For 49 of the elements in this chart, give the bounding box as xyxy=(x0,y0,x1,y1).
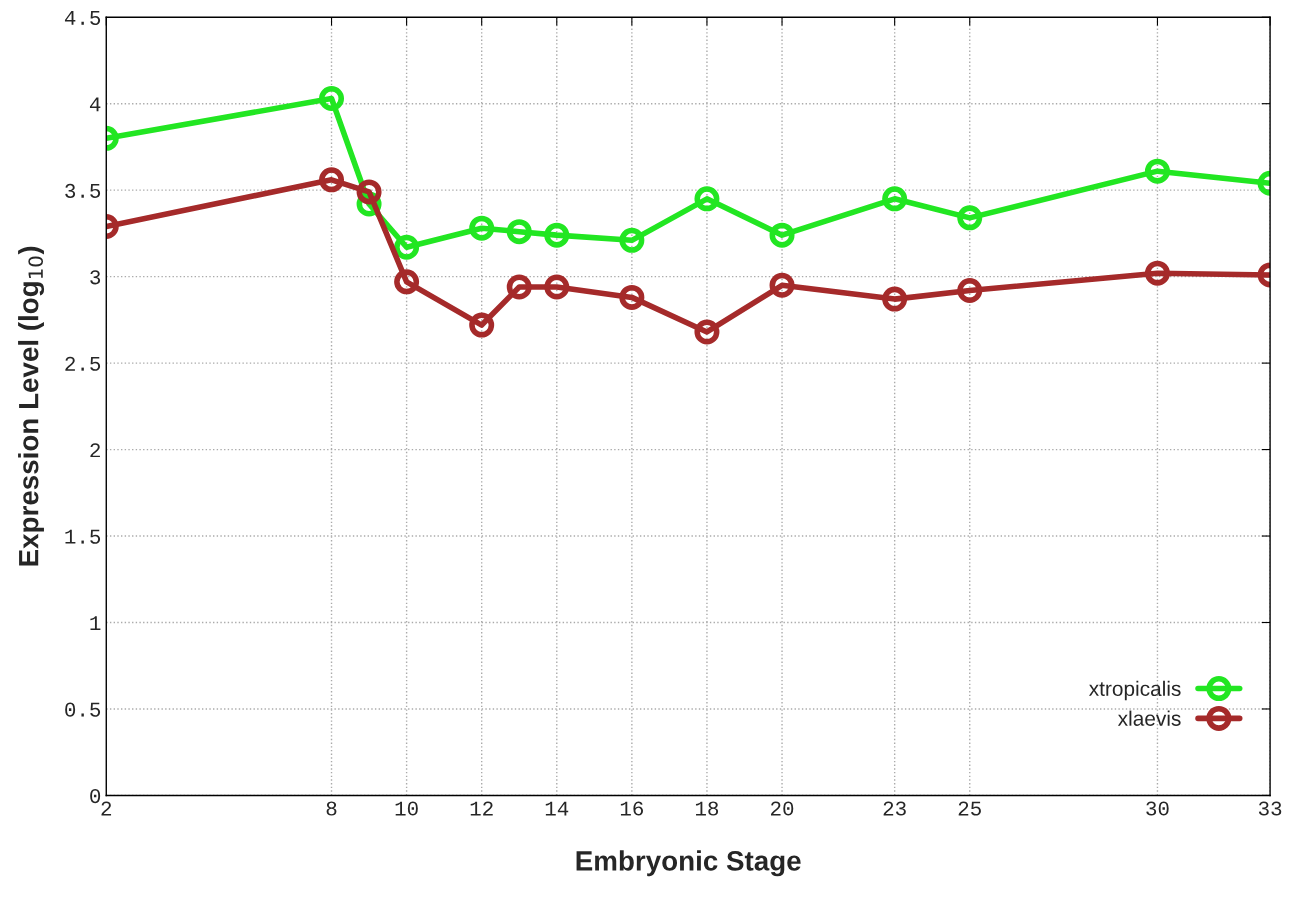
point xyxy=(544,274,570,300)
y-tick-label: 4.5 xyxy=(64,11,101,25)
y-tick-label: 2.5 xyxy=(65,356,101,371)
y-tick-label: 0 xyxy=(90,789,101,804)
x-tick-label: 30 xyxy=(1146,801,1169,816)
x-axis-title: Embryonic Stage xyxy=(576,850,801,877)
point xyxy=(469,215,495,241)
y-tick-label: 3 xyxy=(90,270,101,285)
y-tick-label: 2 xyxy=(90,443,100,458)
point xyxy=(506,219,532,245)
point xyxy=(769,272,795,298)
point xyxy=(619,284,645,310)
y-tick-label: 4 xyxy=(89,97,101,112)
point xyxy=(769,222,795,248)
y-tick-label: 1 xyxy=(90,616,101,631)
point xyxy=(506,274,532,300)
point xyxy=(469,312,495,338)
x-tick-label: 2 xyxy=(101,801,112,816)
point xyxy=(694,186,720,212)
legend-label: xtropicalis xyxy=(1088,680,1181,701)
x-tick-label: 23 xyxy=(883,801,906,816)
x-tick-label: 8 xyxy=(326,801,337,816)
legend-label: xlaevis xyxy=(1117,710,1181,726)
point xyxy=(544,222,570,248)
point xyxy=(319,167,345,193)
x-tick-label: 10 xyxy=(395,801,418,816)
point xyxy=(1144,260,1170,286)
x-tick-label: 25 xyxy=(958,801,981,816)
point xyxy=(957,205,983,231)
x-tick-label: 14 xyxy=(545,801,569,816)
point xyxy=(356,179,382,205)
point xyxy=(619,227,645,253)
point xyxy=(882,186,908,212)
x-tick-label: 16 xyxy=(620,801,644,816)
point xyxy=(319,86,345,112)
y-axis-title: Expression Level (log$_{10}$) xyxy=(18,246,45,566)
y-tick-label: 3.5 xyxy=(65,183,101,198)
point xyxy=(1144,158,1170,184)
y-tick-label: 1.5 xyxy=(65,529,101,544)
x-tick-label: 12 xyxy=(470,801,493,816)
point xyxy=(694,319,720,345)
x-tick-label: 18 xyxy=(695,801,719,816)
point xyxy=(394,234,420,260)
y-tick-label: 0.5 xyxy=(65,702,101,717)
point xyxy=(394,269,420,295)
point xyxy=(957,277,983,303)
x-tick-label: 20 xyxy=(770,801,794,816)
x-tick-label: 33 xyxy=(1258,801,1282,816)
point xyxy=(882,286,908,312)
